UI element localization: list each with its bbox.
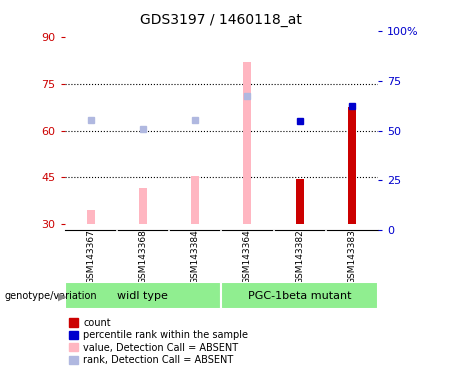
Bar [348,107,356,224]
Text: genotype/variation: genotype/variation [5,291,97,301]
Bar [139,188,147,224]
Text: GSM143364: GSM143364 [243,229,252,284]
Bar [191,176,199,224]
Text: widl type: widl type [118,291,168,301]
Text: GSM143368: GSM143368 [138,229,148,284]
Title: GDS3197 / 1460118_at: GDS3197 / 1460118_at [140,13,302,27]
Legend: count, percentile rank within the sample, value, Detection Call = ABSENT, rank, : count, percentile rank within the sample… [70,318,248,365]
Bar [65,282,221,309]
Bar [296,179,304,224]
Bar [221,282,378,309]
Bar [87,210,95,224]
Text: GSM143367: GSM143367 [86,229,95,284]
Text: GSM143384: GSM143384 [191,229,200,284]
Text: ▶: ▶ [58,291,66,301]
Bar [243,62,251,224]
Text: GSM143382: GSM143382 [295,229,304,284]
Text: GSM143383: GSM143383 [348,229,356,284]
Text: PGC-1beta mutant: PGC-1beta mutant [248,291,351,301]
